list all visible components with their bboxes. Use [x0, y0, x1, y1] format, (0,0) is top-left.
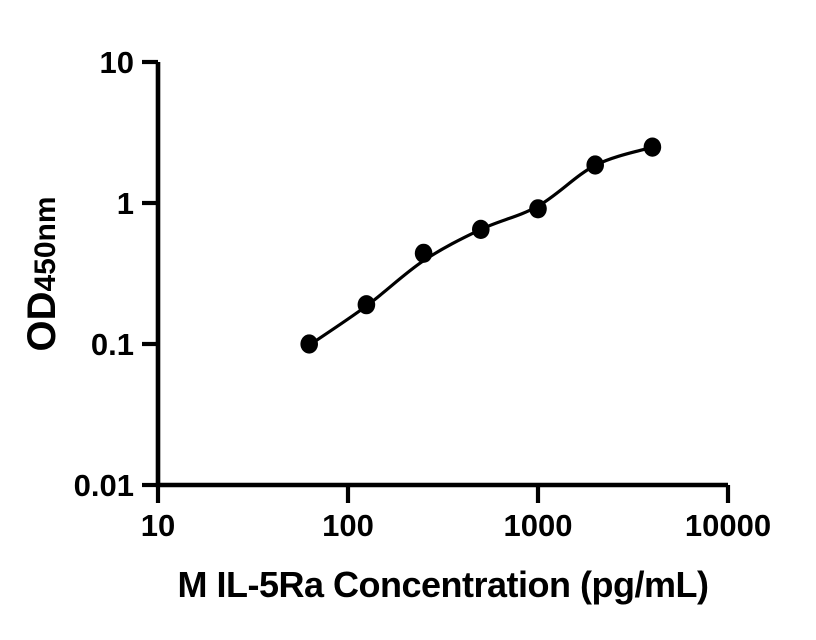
y-tick-label: 1 [117, 186, 134, 221]
y-axis-title-main: OD [20, 292, 64, 352]
x-tick-label: 10000 [685, 508, 771, 543]
data-point [472, 219, 490, 239]
data-point [529, 199, 547, 219]
data-points-layer [300, 137, 662, 354]
data-point [586, 155, 604, 175]
y-tick-label: 0.1 [91, 327, 134, 362]
data-point [357, 295, 376, 315]
fit-curve-layer [307, 145, 654, 347]
y-tick-label: 0.01 [74, 468, 134, 503]
axes [142, 59, 731, 503]
y-tick-label: 10 [100, 45, 134, 80]
fit-curve [307, 145, 654, 347]
x-tick-label: 10 [141, 508, 175, 543]
y-axis-title: OD450nm [20, 196, 64, 351]
axis-lines [155, 62, 728, 488]
y-tick-labels: 10 1 0.1 0.01 [74, 45, 134, 503]
x-axis-title: M IL-5Ra Concentration (pg/mL) [178, 564, 709, 605]
data-point [300, 334, 319, 354]
x-tick-label: 1000 [504, 508, 573, 543]
data-point [643, 137, 662, 157]
x-tick-labels: 10 100 1000 10000 [141, 508, 771, 543]
data-point [414, 243, 433, 263]
y-axis-title-subscript: 450nm [29, 196, 62, 291]
x-tick-label: 100 [322, 508, 374, 543]
